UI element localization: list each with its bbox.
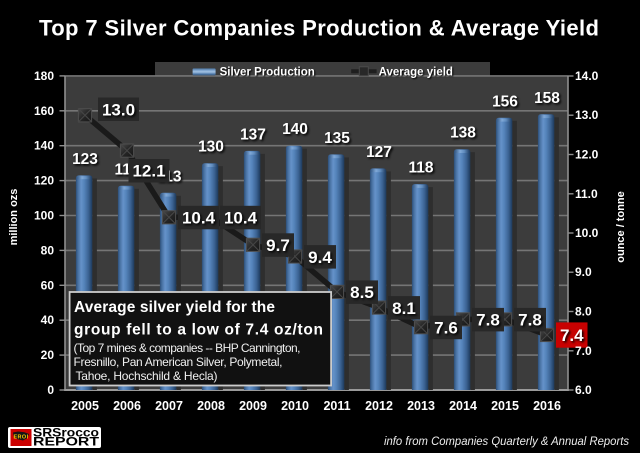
svg-text:Average silver yield for the: Average silver yield for the [74, 299, 275, 316]
svg-text:14.0: 14.0 [575, 69, 599, 83]
svg-text:Fresnillo, Pan American Silver: Fresnillo, Pan American Silver, Polymeta… [74, 355, 283, 369]
svg-text:40: 40 [41, 313, 55, 327]
svg-text:60: 60 [41, 278, 55, 292]
svg-text:2016: 2016 [533, 399, 561, 413]
svg-text:7.4: 7.4 [560, 326, 584, 345]
svg-text:group fell to a low of 7.4 oz/: group fell to a low of 7.4 oz/ton [74, 322, 323, 339]
svg-text:9.4: 9.4 [308, 248, 332, 267]
svg-text:8.0: 8.0 [575, 305, 592, 319]
svg-text:135: 135 [324, 130, 350, 147]
svg-text:140: 140 [282, 121, 308, 138]
svg-text:9.7: 9.7 [266, 236, 290, 255]
svg-text:12.1: 12.1 [132, 162, 165, 181]
svg-text:2015: 2015 [491, 399, 519, 413]
svg-text:12.0: 12.0 [575, 148, 599, 162]
svg-text:10.4: 10.4 [224, 209, 258, 228]
svg-text:140: 140 [34, 139, 54, 153]
svg-text:10.4: 10.4 [182, 209, 216, 228]
svg-text:100: 100 [34, 209, 54, 223]
svg-text:7.6: 7.6 [434, 318, 458, 337]
svg-text:13.0: 13.0 [575, 108, 599, 122]
svg-text:11.0: 11.0 [575, 187, 598, 201]
svg-text:2010: 2010 [281, 399, 309, 413]
svg-text:10.0: 10.0 [575, 226, 599, 240]
svg-text:Silver Production: Silver Production [220, 66, 315, 78]
svg-text:2013: 2013 [407, 399, 435, 413]
svg-text:2009: 2009 [239, 399, 267, 413]
svg-text:127: 127 [366, 144, 392, 161]
svg-text:180: 180 [34, 69, 54, 83]
svg-text:0: 0 [47, 383, 54, 397]
svg-text:156: 156 [492, 93, 518, 110]
svg-text:160: 160 [34, 104, 54, 118]
svg-text:2014: 2014 [449, 399, 477, 413]
svg-text:120: 120 [34, 174, 54, 188]
svg-text:Top 7 Silver Companies Product: Top 7 Silver Companies Production & Aver… [39, 16, 599, 41]
svg-text:2012: 2012 [365, 399, 393, 413]
svg-text:ounce / tonne: ounce / tonne [615, 191, 627, 263]
svg-text:Average yield: Average yield [379, 66, 453, 78]
svg-text:SRSrocco: SRSrocco [33, 427, 99, 439]
svg-text:130: 130 [198, 139, 224, 156]
svg-text:118: 118 [408, 160, 433, 177]
svg-text:(Top 7 mines & companies -- BH: (Top 7 mines & companies -- BHP Canningt… [74, 341, 301, 355]
svg-text:8.5: 8.5 [350, 283, 374, 302]
svg-text:million ozs: million ozs [8, 189, 20, 246]
svg-text:2008: 2008 [197, 399, 225, 413]
svg-text:7.8: 7.8 [518, 311, 542, 330]
svg-text:137: 137 [240, 126, 266, 143]
svg-text:7.8: 7.8 [476, 311, 500, 330]
svg-text:2011: 2011 [323, 399, 350, 413]
svg-text:Tahoe, Hochschild & Hecla): Tahoe, Hochschild & Hecla) [76, 369, 218, 383]
svg-text:REPORT: REPORT [33, 436, 99, 448]
svg-text:8.1: 8.1 [392, 299, 416, 318]
svg-text:2007: 2007 [155, 399, 183, 413]
svg-text:13.0: 13.0 [102, 100, 135, 119]
svg-text:EROI: EROI [13, 435, 28, 441]
svg-text:info from Companies Quarterly: info from Companies Quarterly & Annual R… [384, 434, 629, 448]
svg-text:2005: 2005 [71, 399, 99, 413]
svg-text:138: 138 [450, 125, 476, 142]
svg-text:9.0: 9.0 [575, 265, 592, 279]
svg-text:7.0: 7.0 [575, 344, 592, 358]
svg-text:158: 158 [534, 90, 560, 107]
svg-text:2006: 2006 [113, 399, 141, 413]
svg-text:80: 80 [41, 243, 55, 257]
svg-text:6.0: 6.0 [575, 383, 592, 397]
svg-text:20: 20 [41, 348, 55, 362]
svg-text:123: 123 [72, 151, 98, 168]
